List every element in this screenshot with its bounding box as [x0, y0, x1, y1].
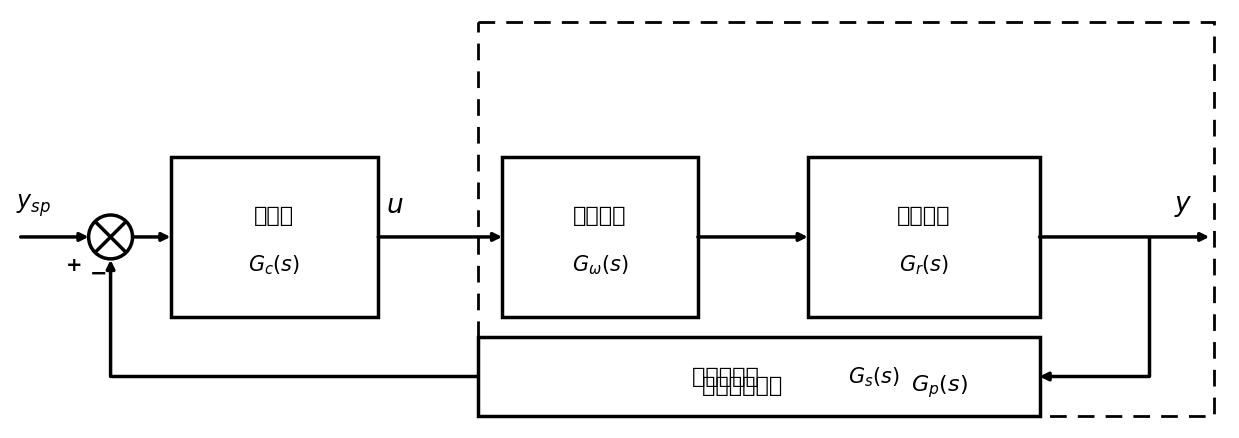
Bar	[478, 337, 1040, 417]
Text: $u$: $u$	[387, 193, 404, 219]
Text: $G_s(s)$: $G_s(s)$	[847, 365, 900, 389]
Bar	[502, 158, 698, 317]
Text: $G_c(s)$: $G_c(s)$	[248, 252, 301, 276]
Text: 转子系统: 转子系统	[897, 205, 950, 226]
Text: −: −	[90, 263, 108, 283]
Text: 传感器环节: 传感器环节	[691, 367, 766, 387]
Bar	[478, 23, 1214, 417]
Text: $G_{\omega}(s)$: $G_{\omega}(s)$	[572, 252, 628, 276]
Bar	[808, 158, 1040, 317]
Text: +: +	[67, 256, 83, 275]
Text: $y_{sp}$: $y_{sp}$	[16, 192, 51, 219]
Text: $y$: $y$	[1175, 193, 1193, 219]
Text: $G_p(s)$: $G_p(s)$	[911, 372, 968, 399]
Text: $G_r(s)$: $G_r(s)$	[898, 252, 949, 276]
Text: 广义被控对象: 广义被控对象	[703, 376, 798, 396]
Bar	[171, 158, 378, 317]
Text: 控制器: 控制器	[254, 205, 295, 226]
Text: 功放环节: 功放环节	[574, 205, 627, 226]
